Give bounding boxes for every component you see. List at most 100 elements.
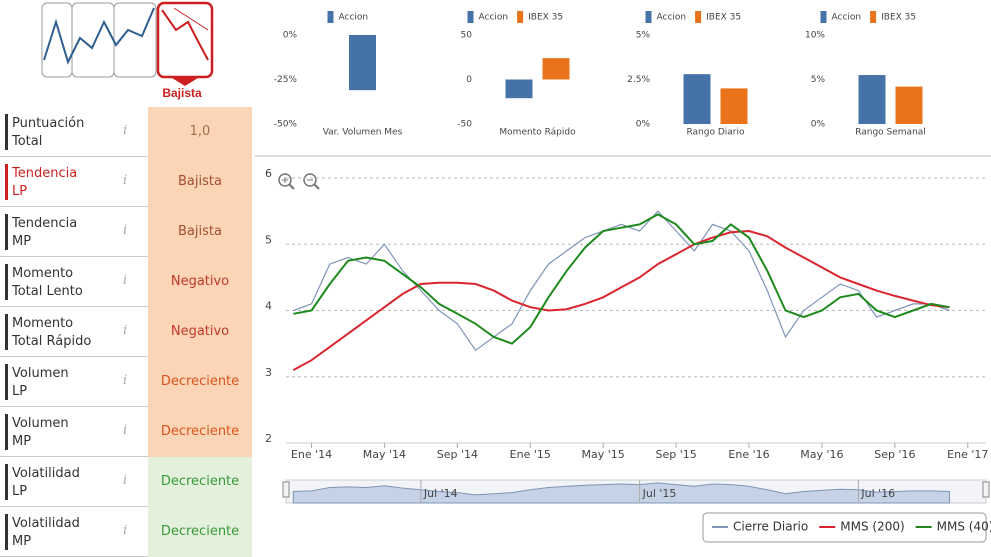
y-tick-label: 5 bbox=[265, 233, 272, 246]
zoom-in[interactable] bbox=[278, 173, 292, 187]
row-marker bbox=[5, 364, 8, 400]
row-value: Bajista bbox=[148, 207, 252, 257]
legend-label: Accion bbox=[657, 13, 687, 23]
navigator-tick-label: Jul '15 bbox=[642, 487, 677, 500]
x-tick-label: May '15 bbox=[582, 448, 625, 461]
y-tick-label: 6 bbox=[265, 167, 272, 180]
row-marker bbox=[5, 214, 8, 250]
x-tick-label: Ene '16 bbox=[728, 448, 769, 461]
info-icon[interactable]: i bbox=[123, 173, 128, 188]
y-tick-label: 5% bbox=[636, 31, 651, 41]
legend-swatch bbox=[645, 11, 652, 23]
legend-swatch bbox=[695, 11, 702, 23]
row-value: Decreciente bbox=[148, 357, 252, 407]
y-tick-label: 2.5% bbox=[627, 75, 650, 85]
row-label: Puntuación Total bbox=[12, 116, 85, 149]
navigator-tick-label: Jul '14 bbox=[423, 487, 458, 500]
navigator-handle[interactable] bbox=[282, 481, 290, 498]
row-value: Decreciente bbox=[148, 507, 252, 557]
row-label: Tendencia LP bbox=[12, 166, 78, 199]
legend: Cierre Diario MMS (200) MMS (40) bbox=[702, 512, 991, 543]
table-row: Puntuación Total i 1,0 bbox=[0, 107, 252, 157]
info-icon[interactable]: i bbox=[123, 523, 128, 538]
row-marker bbox=[5, 114, 8, 150]
x-tick-label: Sep '14 bbox=[437, 448, 478, 461]
info-icon[interactable]: i bbox=[123, 123, 128, 138]
y-tick-label: -50% bbox=[274, 120, 298, 130]
info-icon[interactable]: i bbox=[123, 473, 128, 488]
trend-line bbox=[161, 9, 209, 61]
x-tick-label: Ene '14 bbox=[291, 448, 332, 461]
navigator-handle[interactable] bbox=[982, 481, 990, 498]
navigator-tick-label: Jul '16 bbox=[860, 487, 895, 500]
x-tick-label: Sep '15 bbox=[655, 448, 696, 461]
row-value: 1,0 bbox=[148, 107, 252, 157]
row-label: Volatilidad MP bbox=[12, 516, 80, 549]
info-icon[interactable]: i bbox=[123, 373, 128, 388]
navigator-area bbox=[292, 482, 951, 504]
line-series bbox=[293, 213, 950, 345]
table-row: Volatilidad MP i Decreciente bbox=[0, 507, 252, 557]
legend-swatch bbox=[517, 11, 524, 23]
category-label: Rango Diario bbox=[686, 128, 745, 138]
x-tick-label: May '14 bbox=[363, 448, 406, 461]
legend-label: Accion bbox=[339, 13, 369, 23]
row-label: Volumen MP bbox=[12, 416, 69, 449]
y-tick-label: 10% bbox=[805, 31, 825, 41]
trend-icons: Bajista bbox=[41, 1, 214, 100]
row-label: Momento Total Lento bbox=[12, 266, 83, 299]
line-series bbox=[293, 210, 950, 352]
y-tick-label: 50 bbox=[461, 31, 473, 41]
y-tick-label: 0 bbox=[466, 75, 472, 85]
zoom-buttons bbox=[278, 173, 320, 190]
y-tick-label: 5% bbox=[811, 75, 826, 85]
bar bbox=[542, 58, 570, 80]
trend-icon[interactable] bbox=[41, 2, 73, 78]
table-row: Momento Total Rápido i Negativo bbox=[0, 307, 252, 357]
legend-swatch bbox=[870, 11, 877, 23]
row-marker bbox=[5, 264, 8, 300]
row-label: Tendencia MP bbox=[12, 216, 78, 249]
table-row: Volumen LP i Decreciente bbox=[0, 357, 252, 407]
zoom-out[interactable] bbox=[303, 173, 317, 187]
y-tick-label: 0% bbox=[811, 120, 826, 130]
row-value: Decreciente bbox=[148, 457, 252, 507]
legend-label: MMS (40) bbox=[937, 520, 991, 534]
row-value: Negativo bbox=[148, 307, 252, 357]
table-row: Tendencia LP i Bajista bbox=[0, 157, 252, 207]
row-label: Volatilidad LP bbox=[12, 466, 80, 499]
row-marker bbox=[5, 314, 8, 350]
legend-label: IBEX 35 bbox=[881, 13, 916, 23]
legend-swatch bbox=[820, 11, 827, 23]
table-row: Volumen MP i Decreciente bbox=[0, 407, 252, 457]
legend-label: Accion bbox=[479, 13, 509, 23]
bar bbox=[505, 79, 533, 99]
bar bbox=[858, 75, 886, 124]
bar bbox=[895, 86, 923, 124]
row-marker bbox=[5, 514, 8, 550]
x-tick-label: May '16 bbox=[800, 448, 843, 461]
row-marker bbox=[5, 414, 8, 450]
trend-line bbox=[43, 7, 155, 65]
legend-swatch bbox=[467, 11, 474, 23]
line-series bbox=[292, 229, 950, 371]
trend-icon-selected[interactable] bbox=[156, 1, 214, 79]
bar bbox=[720, 88, 748, 124]
info-icon[interactable]: i bbox=[123, 423, 128, 438]
row-label: Volumen LP bbox=[12, 366, 69, 399]
legend-swatch bbox=[327, 11, 334, 23]
row-marker bbox=[5, 464, 8, 500]
legend-label: Accion bbox=[832, 13, 862, 23]
bar bbox=[683, 74, 711, 124]
legend-label: MMS (200) bbox=[840, 520, 904, 534]
legend-label: Cierre Diario bbox=[733, 520, 808, 534]
y-tick-label: 0% bbox=[636, 120, 651, 130]
info-icon[interactable]: i bbox=[123, 273, 128, 288]
info-icon[interactable]: i bbox=[123, 323, 128, 338]
category-label: Momento Rápido bbox=[499, 128, 576, 138]
table-row: Tendencia MP i Bajista bbox=[0, 207, 252, 257]
info-icon[interactable]: i bbox=[123, 223, 128, 238]
row-value: Bajista bbox=[148, 157, 252, 207]
row-value: Decreciente bbox=[148, 407, 252, 457]
